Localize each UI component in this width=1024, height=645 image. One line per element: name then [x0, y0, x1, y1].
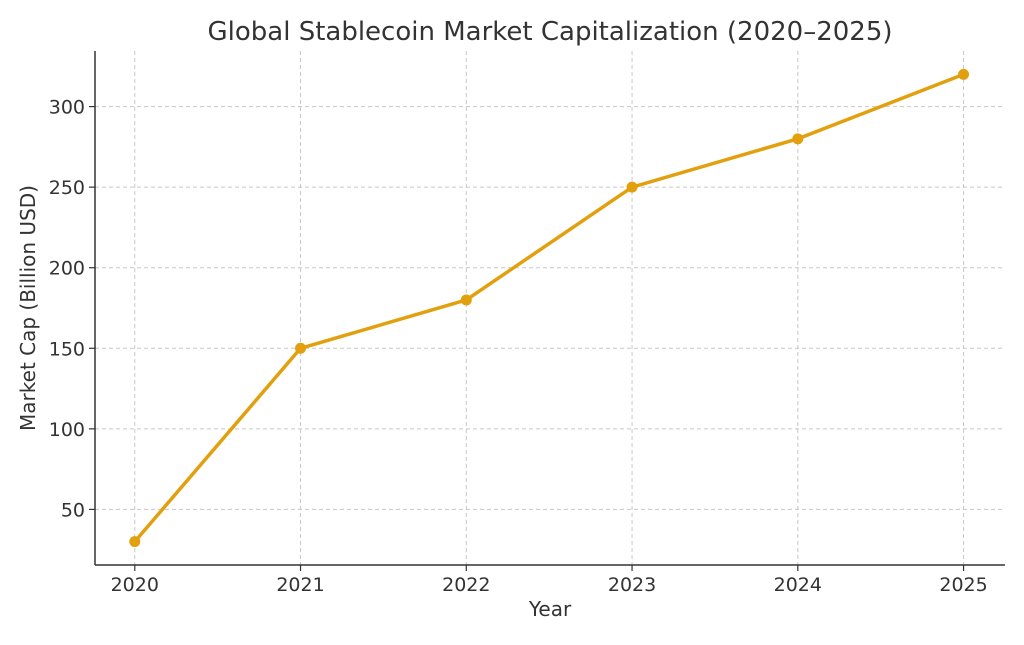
series-line [133, 72, 966, 544]
data-point [129, 536, 141, 548]
y-tick-label: 150 [49, 338, 85, 360]
data-point [295, 342, 307, 354]
x-axis-label: Year [528, 597, 572, 621]
data-point [792, 133, 804, 145]
x-tick-label: 2025 [939, 574, 987, 596]
grid-lines [95, 51, 1005, 565]
x-tick-label: 2024 [774, 574, 822, 596]
y-tick-label: 100 [49, 419, 85, 441]
data-point [626, 181, 638, 193]
y-tick-label: 200 [49, 258, 85, 280]
axis-ticks: 2020 2021 2022 2023 2024 2025 50 100 150 200 250 30… [49, 97, 988, 596]
data-point [460, 294, 472, 306]
y-tick-label: 50 [61, 499, 85, 521]
axes [94, 51, 1005, 566]
data-point [958, 68, 970, 80]
x-tick-label: 2021 [276, 574, 324, 596]
y-tick-label: 300 [49, 97, 85, 119]
y-tick-label: 250 [49, 177, 85, 199]
y-axis-label: Market Cap (Billion USD) [16, 185, 40, 431]
x-tick-label: 2023 [608, 574, 656, 596]
x-tick-label: 2020 [111, 574, 159, 596]
chart-title: Global Stablecoin Market Capitalization … [207, 17, 892, 47]
x-tick-label: 2022 [442, 574, 490, 596]
series [129, 68, 970, 548]
